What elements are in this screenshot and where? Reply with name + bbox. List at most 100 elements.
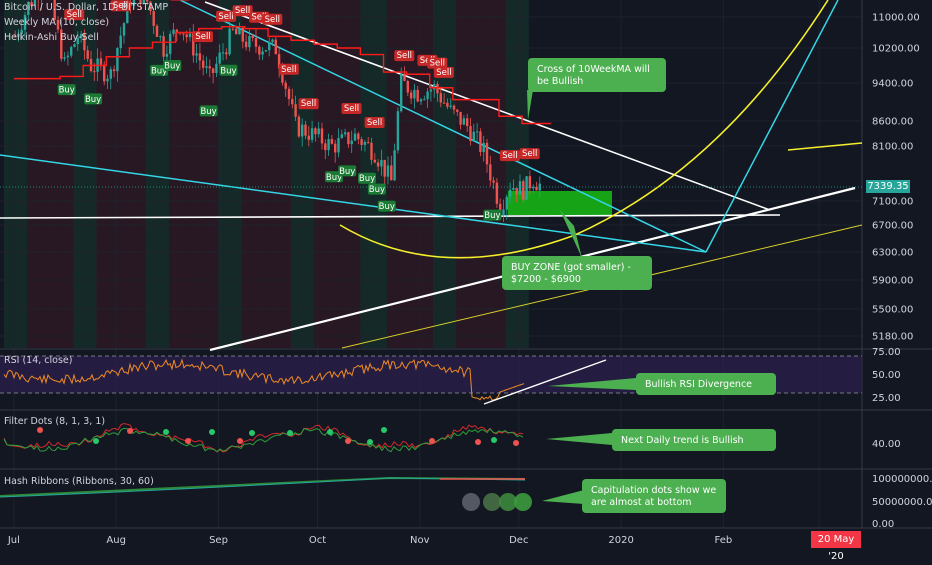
- sell-signal-box: [519, 148, 540, 160]
- sell-signal-label: Sell: [281, 65, 296, 75]
- sell-signal-label: Sell: [522, 149, 537, 159]
- sell-signal-label: Sell: [265, 15, 280, 25]
- candle-body: [169, 33, 172, 54]
- candle-body: [370, 142, 373, 160]
- price-axis[interactable]: 11000.00 10200.00 9400.00 8600.00 8100.00 710…: [872, 13, 920, 343]
- buy-signal-box: [219, 64, 238, 76]
- candle-body: [162, 36, 165, 57]
- candle-body: [492, 180, 495, 183]
- filter-dot: [345, 438, 351, 444]
- candle-body: [142, 0, 145, 4]
- candle-body: [469, 126, 472, 142]
- hash-ribbon-fast: [0, 477, 526, 498]
- candle-body: [119, 35, 122, 49]
- candle-body: [185, 34, 188, 38]
- candle-body: [479, 131, 482, 153]
- sell-signal-label: Sell: [172, 0, 187, 1]
- candle-body: [172, 29, 175, 34]
- candle-body: [363, 142, 367, 145]
- filter-dot: [237, 438, 243, 444]
- candle-body: [413, 89, 416, 99]
- callout-buy-zone: BUY ZONE (got smaller) - $7200 - $6900: [502, 256, 652, 290]
- candle-body: [76, 38, 79, 45]
- candle-body: [400, 73, 403, 112]
- candle-body: [268, 42, 271, 51]
- filter-dot: [287, 430, 293, 436]
- callout-cross-ma: Cross of 10WeekMA will be Bullish: [528, 58, 666, 92]
- candle-body: [281, 68, 284, 83]
- candle-body: [343, 132, 347, 135]
- sell-signal-label: Sell: [397, 51, 412, 61]
- white-downtrend-line: [204, 1, 771, 211]
- candle-body: [103, 64, 106, 82]
- candle-body: [442, 102, 446, 104]
- candle-body: [294, 104, 297, 117]
- buy-signal-box: [367, 183, 386, 195]
- price-tick: 7100.00: [872, 197, 913, 208]
- yellow-arc: [339, 0, 829, 259]
- candle-body: [324, 143, 327, 151]
- price-tick: 8100.00: [872, 142, 913, 153]
- candle-body: [439, 93, 442, 103]
- candle-body: [33, 0, 37, 6]
- candle-body: [126, 1, 129, 24]
- candle-body: [218, 52, 221, 64]
- candle-body: [310, 128, 314, 140]
- sell-signal-box: [499, 150, 520, 162]
- candle-body: [515, 187, 518, 195]
- yellow-short-line: [787, 142, 863, 151]
- rsi-tick-25: 25.00: [872, 393, 901, 404]
- hash-tick-50m: 50000000.00: [872, 497, 932, 508]
- buy-signal-label: Buy: [59, 86, 75, 96]
- sell-signal-box: [298, 98, 319, 110]
- candle-body: [383, 159, 386, 177]
- candle-body: [518, 181, 522, 195]
- candle-body: [489, 164, 492, 181]
- sell-signal-box: [110, 0, 131, 12]
- price-tick: 9400.00: [872, 79, 913, 90]
- candle-body: [360, 139, 363, 145]
- sell-signal-box: [427, 57, 448, 69]
- candle-body: [297, 116, 301, 137]
- candle-body: [211, 68, 215, 74]
- filter-dot: [37, 427, 43, 433]
- symbol-title: Bitcoin / U.S. Dollar, 1D, BITSTAMP: [4, 2, 169, 13]
- time-axis[interactable]: JulAugSepOctNovDec2020FebMa: [7, 535, 827, 546]
- candle-body: [27, 1, 30, 16]
- candle-body: [228, 28, 231, 55]
- buy-signal-label: Buy: [85, 95, 101, 105]
- buy-signal-box: [358, 172, 376, 184]
- candle-body: [254, 38, 258, 47]
- candle-body: [145, 0, 149, 2]
- candle-body: [320, 128, 324, 144]
- buy-signal-box: [377, 200, 396, 212]
- candle-body: [225, 52, 228, 55]
- last-price-tag: 7339.35: [866, 180, 910, 193]
- candle-body: [83, 34, 86, 51]
- candles: [13, 0, 541, 223]
- pane-separators: [0, 0, 932, 529]
- price-tick: 10200.00: [872, 44, 920, 55]
- candle-body: [459, 111, 462, 125]
- buy-signal-box: [84, 93, 103, 105]
- time-tick: Feb: [715, 535, 733, 546]
- sell-signal-label: Sell: [218, 12, 233, 22]
- candle-body: [522, 181, 525, 200]
- candle-body: [56, 19, 60, 30]
- candle-body: [251, 35, 254, 39]
- candle-body: [261, 51, 264, 55]
- capitulation-dots: [462, 493, 532, 511]
- candle-body: [122, 23, 126, 36]
- filter-dot: [491, 437, 497, 443]
- candle-body: [426, 91, 429, 100]
- sell-signal-label: Sell: [67, 10, 82, 20]
- candle-body: [419, 99, 423, 102]
- hash-ribbons-title: Hash Ribbons (Ribbons, 30, 60): [4, 476, 154, 487]
- candle-body: [284, 82, 287, 89]
- sell-signal-box: [216, 10, 237, 22]
- sell-signal-box: [364, 117, 385, 128]
- candle-body: [327, 139, 330, 151]
- buy-signal-box: [57, 84, 76, 96]
